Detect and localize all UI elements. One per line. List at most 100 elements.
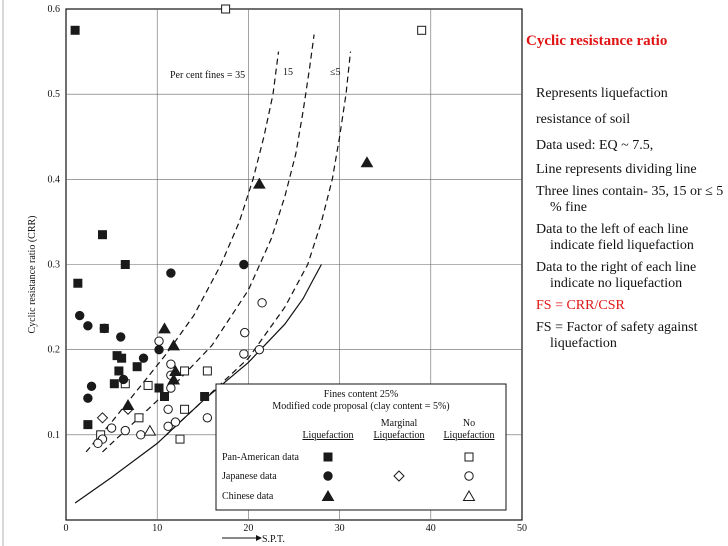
- curve-label: Per cent fines = 35: [170, 70, 245, 81]
- y-tick-label: 0.5: [48, 89, 61, 100]
- circle-point-liquefaction: [86, 381, 97, 391]
- circle-point-no-liquefaction: [120, 425, 130, 436]
- diamond-point-marginal: [96, 412, 109, 424]
- x-tick-label: 40: [426, 523, 436, 534]
- square-point-liquefaction: [159, 392, 169, 402]
- square-point-no-liquefaction: [417, 25, 427, 35]
- legend-subtitle: Modified code proposal (clay content = 5…: [272, 401, 449, 412]
- circle-point-liquefaction: [118, 374, 129, 385]
- curve-label: 15: [283, 67, 293, 78]
- triangle-point-no-liquefaction: [143, 424, 157, 436]
- legend-marker-diamond-marginal: [393, 470, 405, 482]
- circle-point-no-liquefaction: [202, 413, 213, 423]
- circle-point-no-liquefaction: [239, 349, 249, 359]
- square-point-liquefaction: [114, 366, 124, 376]
- legend-marker-square-no-liquefaction: [464, 452, 474, 462]
- legend-column-header: Marginal: [381, 418, 418, 429]
- triangle-point-liquefaction: [169, 364, 182, 376]
- curve-label: ≤5: [330, 67, 341, 78]
- legend-marker-circle-liquefaction: [323, 471, 333, 481]
- circle-point-no-liquefaction: [170, 417, 181, 427]
- square-point-liquefaction: [83, 420, 93, 430]
- square-point-no-liquefaction: [202, 366, 212, 376]
- legend-marker-triangle-liquefaction: [321, 490, 335, 501]
- legend-column-header: Liquefaction: [443, 430, 494, 441]
- legend-marker-square-liquefaction: [323, 452, 333, 462]
- side-item: Line represents dividing line: [536, 162, 697, 177]
- side-item: FS = Factor of safety against liquefacti…: [536, 320, 698, 351]
- side-item: Data used: EQ ~ 7.5,: [536, 138, 654, 153]
- square-point-no-liquefaction: [134, 413, 144, 423]
- y-tick-label: 0.3: [48, 260, 61, 271]
- square-point-no-liquefaction: [221, 4, 231, 14]
- circle-point-liquefaction: [239, 259, 249, 270]
- side-item: Three lines contain- 35, 15 or ≤ 5 % fin…: [536, 184, 724, 215]
- square-point-liquefaction: [109, 379, 119, 389]
- legend-row-label: Chinese data: [222, 491, 274, 502]
- x-tick-label: 50: [517, 523, 527, 534]
- boundary-curve-solid: [74, 264, 322, 504]
- legend-marker-triangle-no-liquefaction: [462, 490, 476, 501]
- circle-point-no-liquefaction: [166, 359, 176, 369]
- circle-point-liquefaction: [138, 353, 149, 363]
- boundary-curve-dashed: [85, 51, 280, 453]
- circle-point-no-liquefaction: [166, 383, 176, 393]
- side-panel-list: Represents liquefaction resistance of so…: [536, 86, 728, 358]
- y-tick-label: 0.6: [48, 4, 61, 15]
- circle-point-no-liquefaction: [254, 344, 265, 355]
- square-point-liquefaction: [154, 383, 164, 393]
- side-item-highlight: FS = CRR/CSR: [536, 298, 625, 313]
- x-tick-label: 10: [152, 523, 162, 534]
- square-point-liquefaction: [73, 278, 83, 288]
- circle-point-liquefaction: [166, 268, 176, 278]
- y-axis-label: Cyclic resistance ratio (CRR): [27, 215, 38, 333]
- circle-point-no-liquefaction: [163, 404, 173, 414]
- boundary-curve-dashed: [165, 51, 352, 436]
- legend-row-label: Japanese data: [222, 471, 277, 482]
- triangle-point-liquefaction: [360, 156, 374, 168]
- square-point-liquefaction: [117, 353, 127, 363]
- y-tick-label: 0.4: [48, 174, 61, 185]
- legend-box: [215, 383, 507, 511]
- circle-point-liquefaction: [83, 393, 93, 403]
- circle-point-no-liquefaction: [93, 438, 103, 449]
- circle-point-liquefaction: [99, 323, 110, 334]
- square-point-no-liquefaction: [175, 434, 185, 444]
- legend-marker-circle-no-liquefaction: [464, 471, 474, 481]
- circle-point-liquefaction: [74, 310, 85, 321]
- circle-point-liquefaction: [116, 332, 126, 342]
- legend-row-label: Pan-American data: [222, 452, 299, 463]
- circle-point-no-liquefaction: [106, 423, 117, 433]
- circle-point-no-liquefaction: [136, 430, 146, 440]
- side-item: Data to the left of each line indicate f…: [536, 222, 694, 253]
- legend-title: Fines content 25%: [324, 389, 398, 400]
- legend-column-header: Liquefaction: [302, 430, 353, 441]
- square-point-no-liquefaction: [180, 366, 190, 376]
- circle-point-no-liquefaction: [257, 298, 267, 308]
- square-point-liquefaction: [70, 25, 80, 35]
- triangle-point-liquefaction: [121, 399, 135, 411]
- side-item: resistance of soil: [536, 112, 631, 127]
- triangle-point-liquefaction: [158, 322, 171, 334]
- square-point-liquefaction: [120, 260, 130, 269]
- side-item: Data to the right of each line indicate …: [536, 260, 697, 291]
- side-panel-title: Cyclic resistance ratio: [526, 33, 668, 49]
- circle-point-no-liquefaction: [154, 336, 164, 346]
- square-point-no-liquefaction: [180, 404, 190, 414]
- y-tick-label: 0.1: [48, 430, 61, 441]
- triangle-point-liquefaction: [252, 177, 266, 189]
- legend-column-header: No: [463, 418, 475, 429]
- circle-point-liquefaction: [154, 344, 164, 355]
- circle-point-no-liquefaction: [163, 421, 173, 432]
- square-point-liquefaction: [132, 362, 142, 372]
- triangle-point-liquefaction: [167, 339, 180, 351]
- y-tick-label: 0.2: [48, 345, 61, 356]
- x-axis-arrow-head: [256, 535, 262, 541]
- square-point-liquefaction: [200, 392, 210, 402]
- legend-column-header: Liquefaction: [373, 430, 424, 441]
- square-point-liquefaction: [97, 230, 107, 240]
- side-item: Represents liquefaction: [536, 86, 668, 101]
- triangle-point-liquefaction: [167, 373, 180, 385]
- circle-point-liquefaction: [83, 321, 93, 331]
